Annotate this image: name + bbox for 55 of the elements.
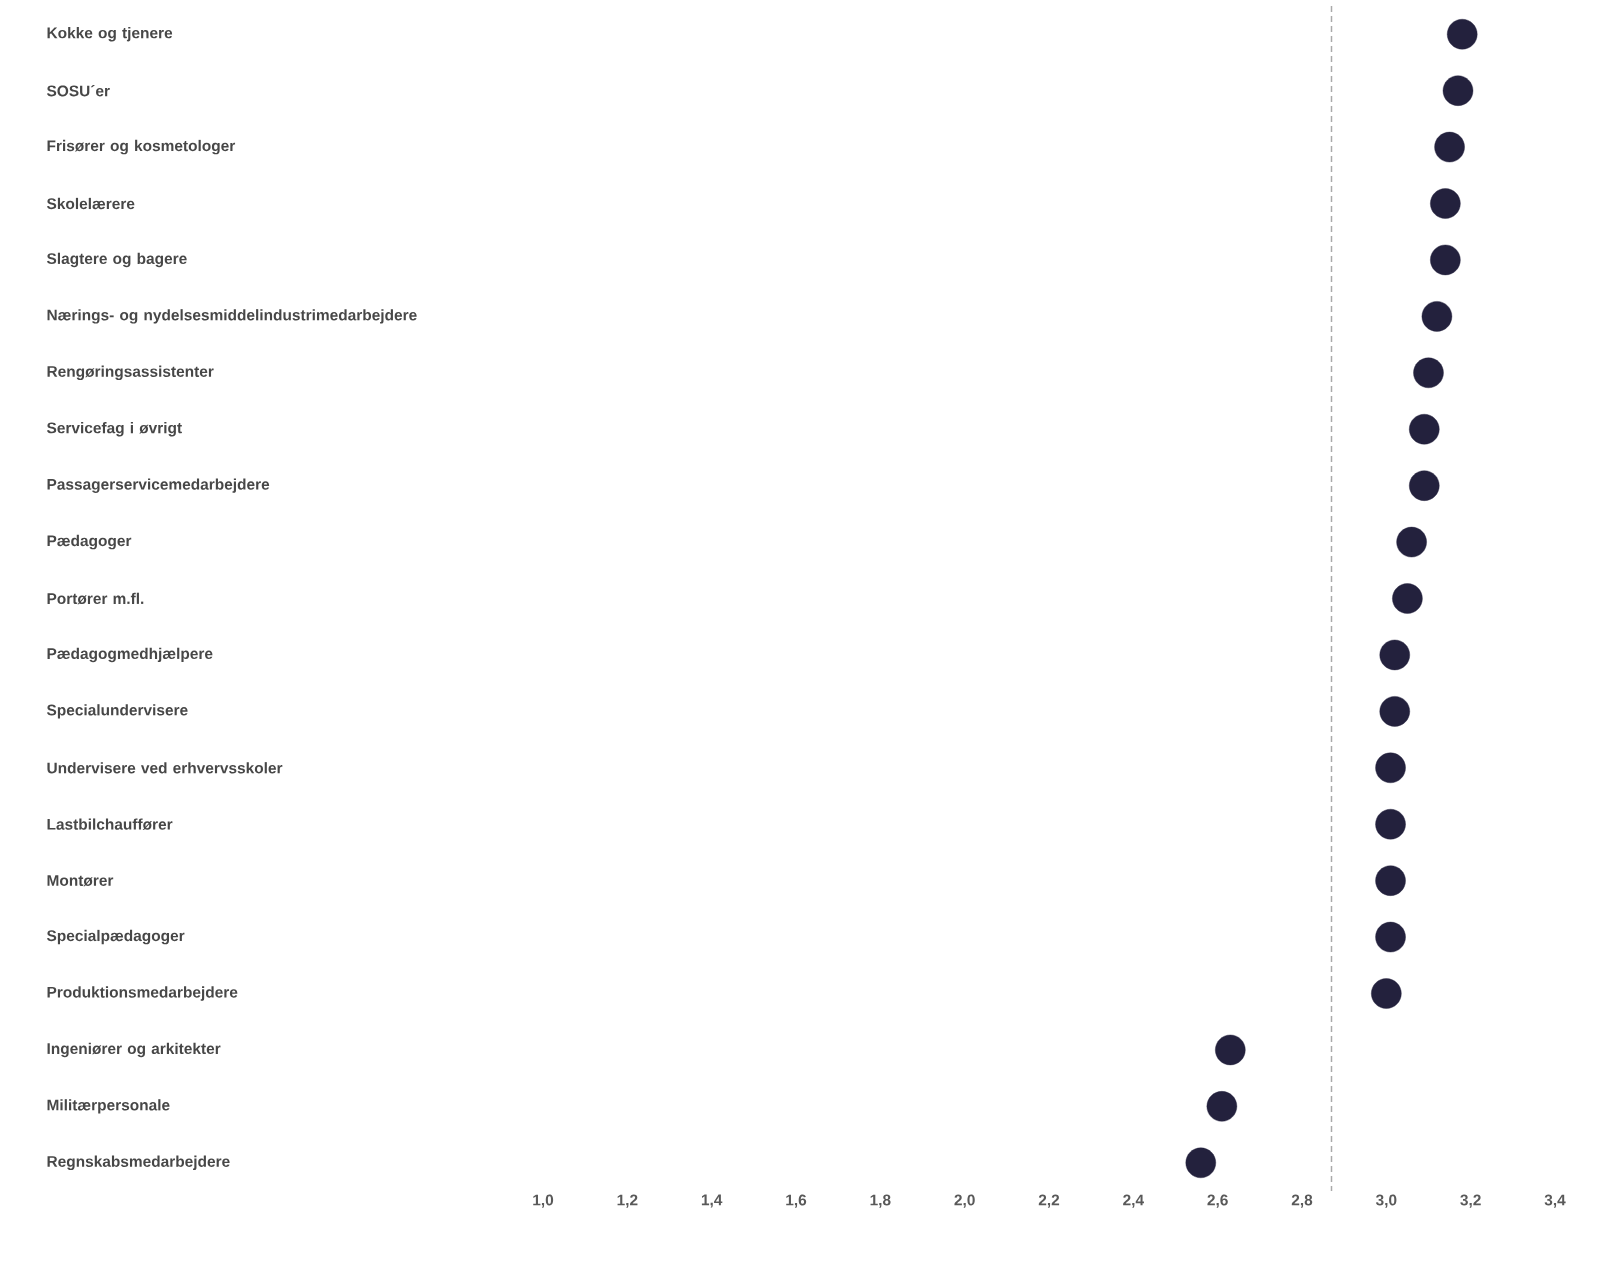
point xyxy=(1392,583,1423,614)
x-tick-label: 1,4 xyxy=(701,1194,723,1208)
point xyxy=(1409,470,1440,501)
point xyxy=(1379,639,1410,671)
point xyxy=(1185,1147,1216,1178)
y-tick-label: Montører xyxy=(47,875,114,887)
y-tick-label: Skolelærere xyxy=(46,197,135,210)
y-tick-label: Passagerservicemedarbejdere xyxy=(47,478,270,493)
y-tick-label: Ingeniører og arkitekter xyxy=(47,1042,221,1058)
x-tick-label: 1,2 xyxy=(617,1194,638,1208)
y-tick-label: Portører m.fl. xyxy=(47,592,144,605)
x-tick-label: 2,0 xyxy=(954,1194,975,1208)
y-tick-label: Kokke og tjenere xyxy=(47,27,173,42)
point xyxy=(1430,188,1461,219)
y-tick-label: Frisører og kosmetologer xyxy=(47,139,236,155)
point xyxy=(1206,1091,1238,1122)
point xyxy=(1215,1034,1246,1066)
point xyxy=(1413,357,1444,388)
y-tick-label: Slagtere og bagere xyxy=(46,252,187,268)
point xyxy=(1447,19,1478,50)
x-tick-label: 2,4 xyxy=(1123,1194,1144,1208)
x-tick-label: 3,2 xyxy=(1460,1194,1481,1208)
point xyxy=(1434,131,1465,163)
point xyxy=(1421,301,1453,332)
x-tick-label: 2,6 xyxy=(1207,1194,1228,1208)
x-tick-label: 2,8 xyxy=(1291,1194,1313,1208)
point xyxy=(1430,244,1461,276)
point xyxy=(1375,809,1406,840)
y-tick-label: Regnskabsmedarbejdere xyxy=(47,1155,230,1171)
y-tick-label: Specialpædagoger xyxy=(46,929,185,945)
point xyxy=(1375,865,1406,896)
x-tick-label: 1,6 xyxy=(786,1194,807,1208)
y-tick-label: Militærpersonale xyxy=(47,1099,170,1114)
x-tick-label: 1,0 xyxy=(533,1194,554,1208)
y-tick-label: Rengøringsassistenter xyxy=(47,365,214,381)
point xyxy=(1375,921,1406,953)
x-tick-label: 3,4 xyxy=(1544,1194,1566,1208)
y-tick-label: Servicefag i øvrigt xyxy=(46,422,182,437)
point xyxy=(1409,414,1440,445)
x-tick-label: 2,2 xyxy=(1038,1194,1060,1208)
x-tick-label: 3,0 xyxy=(1375,1194,1397,1208)
point xyxy=(1375,752,1406,783)
y-tick-label: Undervisere ved erhvervsskoler xyxy=(47,762,283,774)
y-tick-label: SOSU´er xyxy=(46,84,110,97)
point xyxy=(1396,526,1427,558)
y-tick-label: Nærings- og nydelsesmiddelindustrimedarbejdere xyxy=(47,309,417,324)
y-tick-label: Pædagogmedhjælpere xyxy=(47,647,213,663)
point xyxy=(1371,978,1402,1009)
point xyxy=(1379,696,1410,727)
y-tick-label: Produktionsmedarbejdere xyxy=(47,986,238,1001)
x-tick-label: 1,8 xyxy=(870,1194,891,1208)
point xyxy=(1442,75,1474,106)
y-tick-label: Lastbilchauffører xyxy=(47,818,173,831)
y-tick-label: Specialundervisere xyxy=(46,704,188,719)
y-tick-label: Pædagoger xyxy=(47,534,132,550)
